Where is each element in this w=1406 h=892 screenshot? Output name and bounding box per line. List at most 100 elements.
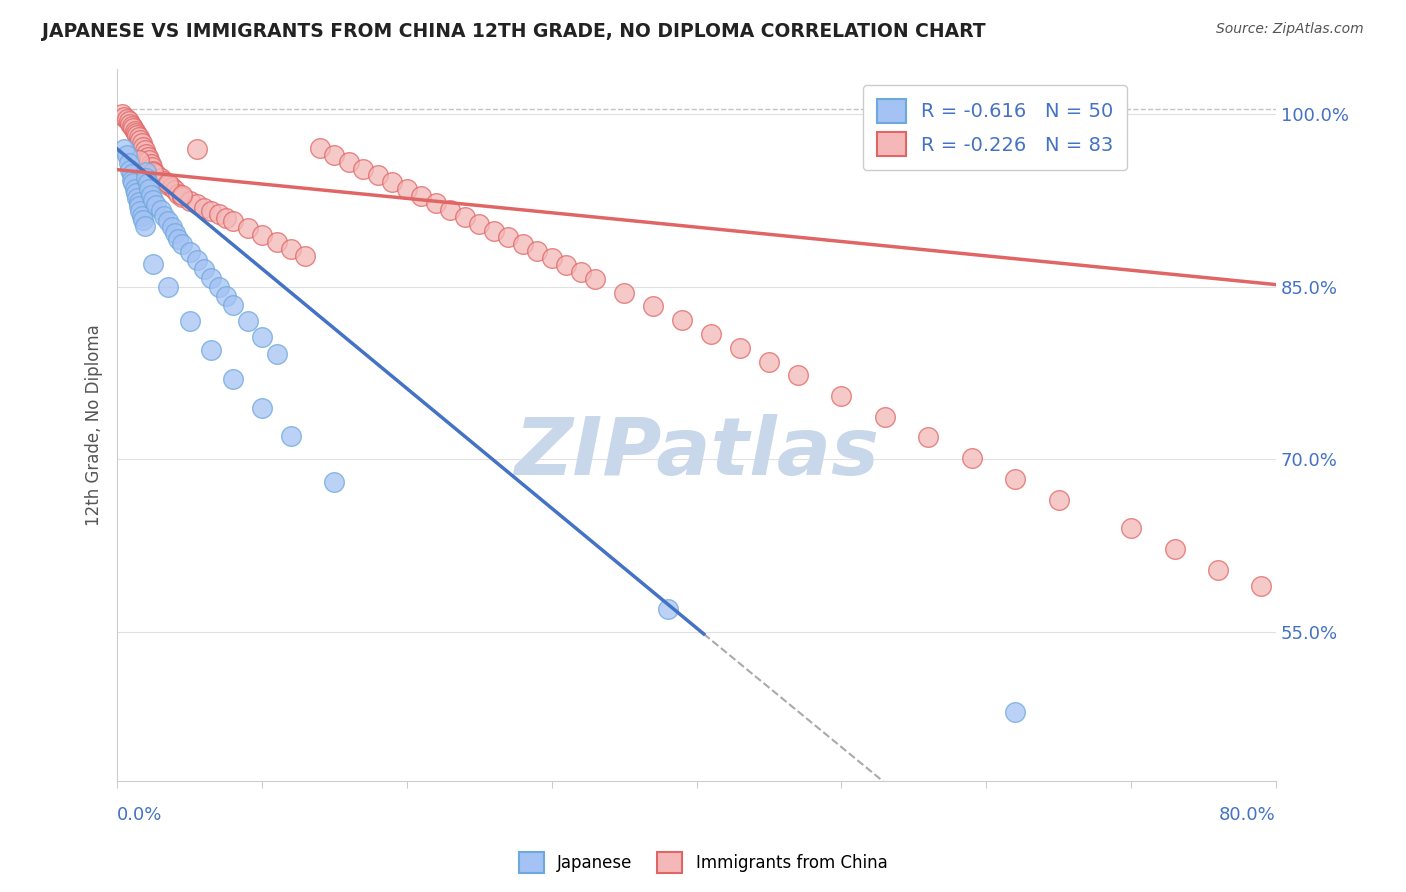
Point (193, 261, 215, 276)
Point (758, 354, 780, 368)
Point (1047, 492, 1070, 507)
Point (122, 121, 145, 136)
Point (186, 197, 208, 211)
Point (122, 177, 145, 191)
Point (439, 202, 461, 217)
Point (671, 313, 693, 327)
Point (120, 117, 142, 131)
Point (250, 330, 273, 344)
Point (309, 141, 332, 155)
Point (186, 142, 208, 156)
Point (917, 430, 939, 444)
Point (136, 177, 159, 191)
Point (215, 289, 238, 303)
Point (1163, 541, 1185, 556)
Point (149, 202, 172, 217)
Point (512, 237, 534, 252)
Point (454, 210, 477, 224)
Point (830, 389, 852, 403)
Point (352, 161, 374, 176)
Point (149, 170, 172, 185)
Point (114, 110, 136, 124)
Point (152, 174, 174, 188)
Point (728, 341, 751, 355)
Point (294, 249, 316, 263)
Point (643, 300, 665, 314)
Point (142, 193, 165, 207)
Point (179, 314, 201, 328)
Point (555, 258, 578, 272)
Point (425, 196, 447, 211)
Point (873, 409, 896, 424)
Point (700, 326, 723, 341)
Point (156, 214, 179, 228)
Text: ZIPatlas: ZIPatlas (515, 414, 879, 492)
Point (121, 173, 143, 187)
Point (128, 153, 150, 168)
Point (142, 257, 165, 271)
Point (200, 343, 222, 357)
Point (132, 213, 155, 227)
Point (222, 372, 245, 386)
Point (381, 175, 404, 189)
Point (145, 167, 167, 181)
Point (1206, 563, 1229, 577)
Point (526, 244, 548, 259)
Point (128, 130, 150, 145)
Point (250, 401, 273, 415)
Point (156, 280, 179, 294)
Point (125, 186, 148, 200)
Point (131, 209, 153, 223)
Point (124, 182, 146, 196)
Point (165, 183, 187, 197)
Point (160, 180, 183, 194)
Point (222, 298, 245, 312)
Point (200, 204, 222, 219)
Legend: Japanese, Immigrants from China: Japanese, Immigrants from China (512, 846, 894, 880)
Text: JAPANESE VS IMMIGRANTS FROM CHINA 12TH GRADE, NO DIPLOMA CORRELATION CHART: JAPANESE VS IMMIGRANTS FROM CHINA 12TH G… (42, 22, 986, 41)
Point (787, 368, 810, 383)
Point (128, 199, 150, 213)
Point (236, 221, 259, 235)
Point (236, 314, 259, 328)
Point (142, 163, 165, 178)
Point (141, 161, 163, 175)
Point (135, 146, 157, 161)
Point (337, 154, 360, 169)
Point (367, 169, 389, 183)
Point (468, 217, 491, 231)
Point (167, 232, 190, 246)
Text: 0.0%: 0.0% (117, 806, 163, 824)
Point (222, 214, 245, 228)
Point (118, 114, 141, 128)
Point (136, 150, 159, 164)
Point (117, 112, 139, 127)
Point (156, 177, 179, 191)
Point (960, 451, 983, 466)
Point (280, 242, 302, 256)
Point (127, 128, 149, 143)
Point (583, 272, 606, 286)
Point (250, 228, 273, 243)
Point (120, 162, 142, 177)
Point (165, 226, 187, 240)
Point (266, 235, 288, 249)
Text: Source: ZipAtlas.com: Source: ZipAtlas.com (1216, 22, 1364, 37)
Point (138, 153, 160, 168)
Point (1250, 579, 1272, 593)
Point (266, 346, 288, 360)
Point (128, 194, 150, 209)
Point (207, 280, 229, 294)
Point (110, 107, 132, 121)
Point (1004, 705, 1026, 719)
Legend: R = -0.616   N = 50, R = -0.226   N = 83: R = -0.616 N = 50, R = -0.226 N = 83 (863, 86, 1128, 169)
Point (179, 245, 201, 260)
Point (156, 178, 179, 192)
Text: 80.0%: 80.0% (1219, 806, 1277, 824)
Point (134, 143, 156, 157)
Point (323, 475, 346, 490)
Point (134, 219, 156, 233)
Point (395, 182, 418, 196)
Point (411, 189, 433, 203)
Point (152, 209, 174, 223)
